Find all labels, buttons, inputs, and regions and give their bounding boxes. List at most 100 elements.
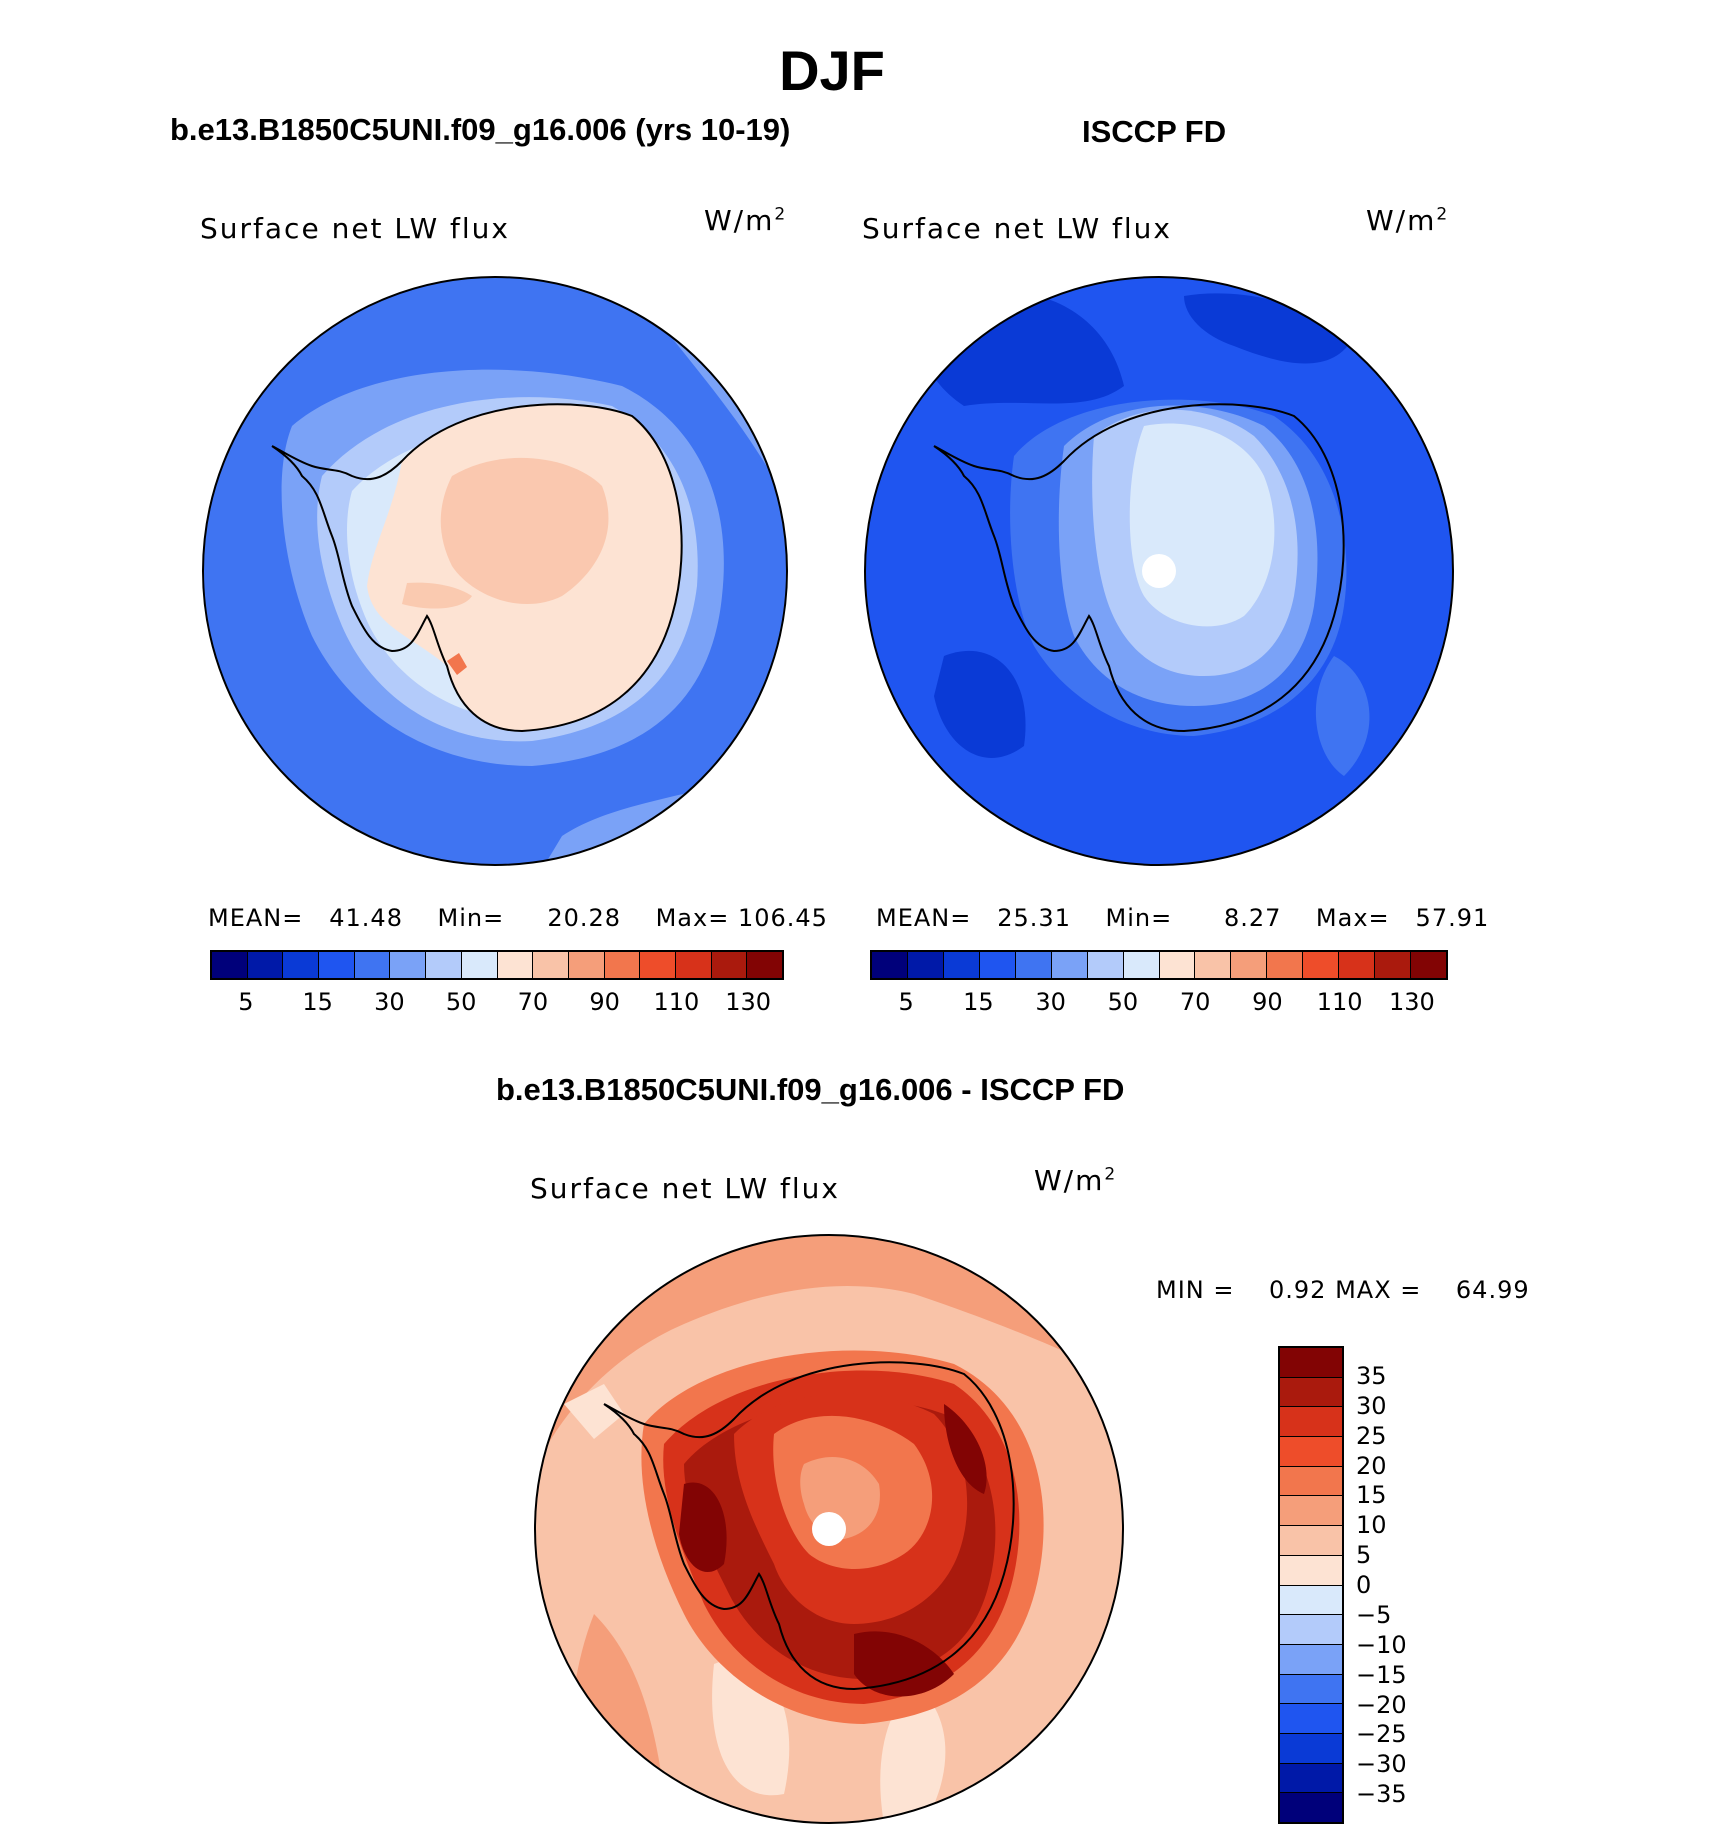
panel-3-pole-hole [812,1512,846,1546]
panel-2-colorbar-ticks: 5 15 30 50 70 90 110 130 [870,988,1448,1018]
panel-1-coastline [271,403,683,733]
panel-2-pole-hole [1142,554,1176,588]
colorbar-tick-label: 130 [725,988,772,1016]
colorbar-tick-label: 110 [1316,988,1363,1016]
colorbar-swatch [979,952,1016,978]
colorbar-tick-label: 5 [238,988,254,1016]
colorbar-swatch [747,952,782,978]
colorbar-swatch [1280,1437,1342,1467]
panel-3-pale-patch-northwest [564,1384,624,1439]
colorbar-tick-label: 50 [1107,988,1139,1016]
panel-1-colorbar-ticks: 5 15 30 50 70 90 110 130 [210,988,784,1018]
figure-title: DJF [779,39,885,102]
colorbar-tick-label: −20 [1356,1690,1407,1719]
colorbar-swatch [533,952,569,978]
colorbar-tick-label: 10 [1356,1511,1387,1540]
panel-1-hotspot [447,653,467,675]
colorbar-swatch [872,952,908,978]
panel-1-colorbar [210,950,784,980]
colorbar-swatch [943,952,980,978]
colorbar-tick-label: 15 [302,988,333,1016]
panel-3-coastline [603,1361,1015,1691]
colorbar-swatch [1280,1793,1342,1822]
panel-3-outer-band-north [535,1235,1123,1494]
colorbar-tick-label: 25 [1356,1421,1387,1450]
colorbar-tick-label: 35 [1356,1361,1387,1390]
colorbar-swatch [1375,952,1412,978]
colorbar-swatch [1280,1733,1342,1764]
colorbar-tick-label: 70 [1179,988,1211,1016]
colorbar-swatch [461,952,498,978]
colorbar-swatch [1280,1496,1342,1527]
colorbar-swatch [711,952,748,978]
panel-3-polar-map [534,1234,1124,1824]
colorbar-swatch [390,952,427,978]
panel-3-max-patch-south [854,1631,954,1697]
colorbar-swatch [1280,1407,1342,1438]
colorbar-swatch [1411,952,1446,978]
colorbar-swatch [568,952,605,978]
panel-2-units-label: W/m2 [1366,204,1450,237]
colorbar-swatch [1339,952,1376,978]
panel-1-interior-patch [402,582,472,609]
colorbar-tick-label: 70 [517,988,549,1016]
panel-2-title: ISCCP FD [1082,114,1227,149]
colorbar-tick-label: 90 [589,988,620,1016]
panel-1-title: b.e13.B1850C5UNI.f09_g16.006 (yrs 10-19) [170,112,791,147]
colorbar-swatch [1123,952,1160,978]
colorbar-tick-label: −15 [1356,1660,1407,1689]
panel-3-units-label: W/m2 [1034,1164,1118,1197]
colorbar-swatch [1280,1466,1342,1497]
colorbar-swatch [1280,1348,1342,1378]
colorbar-swatch [1280,1585,1342,1616]
panel-3-max-patch-west [679,1482,727,1573]
panel-1-variable-label: Surface net LW flux [200,212,510,245]
panel-1-stats: MEAN= 41.48 Min= 20.28 Max= 106.45 [208,904,828,932]
panel-1-map-boundary [202,276,788,866]
colorbar-tick-label: 30 [374,988,405,1016]
panel-2-variable-label: Surface net LW flux [862,212,1172,245]
colorbar-swatch [1015,952,1052,978]
colorbar-tick-label: −30 [1356,1750,1407,1779]
colorbar-swatch [212,952,248,978]
colorbar-swatch [1159,952,1196,978]
panel-3-title: b.e13.B1850C5UNI.f09_g16.006 - ISCCP FD [496,1072,1125,1107]
colorbar-swatch [1231,952,1268,978]
colorbar-swatch [319,952,355,978]
panel-2-polar-map [864,276,1454,866]
colorbar-swatch [247,952,284,978]
colorbar-swatch [1303,952,1340,978]
panel-3-max-patch-east [944,1404,987,1494]
colorbar-swatch [675,952,712,978]
colorbar-swatch [1280,1555,1342,1586]
colorbar-swatch [1267,952,1304,978]
colorbar-swatch [1280,1763,1342,1794]
colorbar-swatch [1051,952,1088,978]
panel-1-units-label: W/m2 [704,204,788,237]
colorbar-tick-label: 110 [653,988,700,1016]
colorbar-swatch [283,952,320,978]
colorbar-tick-label: 5 [1356,1541,1372,1570]
colorbar-tick-label: 30 [1035,988,1066,1016]
colorbar-tick-label: −5 [1356,1600,1392,1629]
colorbar-tick-label: 5 [898,988,914,1016]
colorbar-tick-label: −10 [1356,1630,1407,1659]
colorbar-tick-label: −25 [1356,1720,1407,1749]
panel-1-polar-map [202,276,788,866]
colorbar-tick-label: 20 [1356,1451,1387,1480]
panel-2-colorbar [870,950,1448,980]
panel-2-coastline [933,403,1345,733]
panel-3-colorbar [1278,1346,1344,1824]
colorbar-tick-label: 30 [1356,1391,1387,1420]
colorbar-swatch [1280,1674,1342,1705]
colorbar-tick-label: 15 [1356,1481,1387,1510]
colorbar-swatch [1280,1377,1342,1408]
colorbar-tick-label: 0 [1356,1571,1372,1599]
panel-2-stats: MEAN= 25.31 Min= 8.27 Max= 57.91 [876,904,1490,932]
panel-2-dark-patch-west [934,650,1026,758]
colorbar-swatch [1195,952,1232,978]
panel-3-colorbar-ticks: 35 30 25 20 15 10 5 0 −5 −10 −15 −20 −25 −30 −35 [1356,1346,1416,1824]
colorbar-swatch [1280,1526,1342,1556]
colorbar-swatch [1087,952,1124,978]
colorbar-tick-label: 50 [445,988,477,1016]
